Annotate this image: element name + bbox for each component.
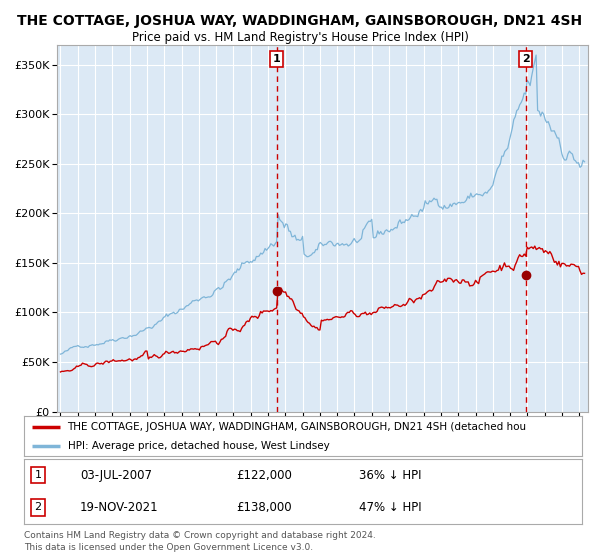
Text: HPI: Average price, detached house, West Lindsey: HPI: Average price, detached house, West… <box>68 441 329 450</box>
Text: 03-JUL-2007: 03-JUL-2007 <box>80 469 152 482</box>
Text: £138,000: £138,000 <box>236 501 292 514</box>
Text: 19-NOV-2021: 19-NOV-2021 <box>80 501 158 514</box>
Text: 1: 1 <box>273 54 281 64</box>
Text: Price paid vs. HM Land Registry's House Price Index (HPI): Price paid vs. HM Land Registry's House … <box>131 31 469 44</box>
Text: 2: 2 <box>34 502 41 512</box>
Text: £122,000: £122,000 <box>236 469 292 482</box>
Text: 1: 1 <box>34 470 41 480</box>
Text: THE COTTAGE, JOSHUA WAY, WADDINGHAM, GAINSBOROUGH, DN21 4SH (detached hou: THE COTTAGE, JOSHUA WAY, WADDINGHAM, GAI… <box>68 422 527 432</box>
Text: 47% ↓ HPI: 47% ↓ HPI <box>359 501 421 514</box>
Text: 36% ↓ HPI: 36% ↓ HPI <box>359 469 421 482</box>
Text: Contains HM Land Registry data © Crown copyright and database right 2024.
This d: Contains HM Land Registry data © Crown c… <box>24 531 376 552</box>
Text: THE COTTAGE, JOSHUA WAY, WADDINGHAM, GAINSBOROUGH, DN21 4SH: THE COTTAGE, JOSHUA WAY, WADDINGHAM, GAI… <box>17 14 583 28</box>
Text: 2: 2 <box>522 54 530 64</box>
